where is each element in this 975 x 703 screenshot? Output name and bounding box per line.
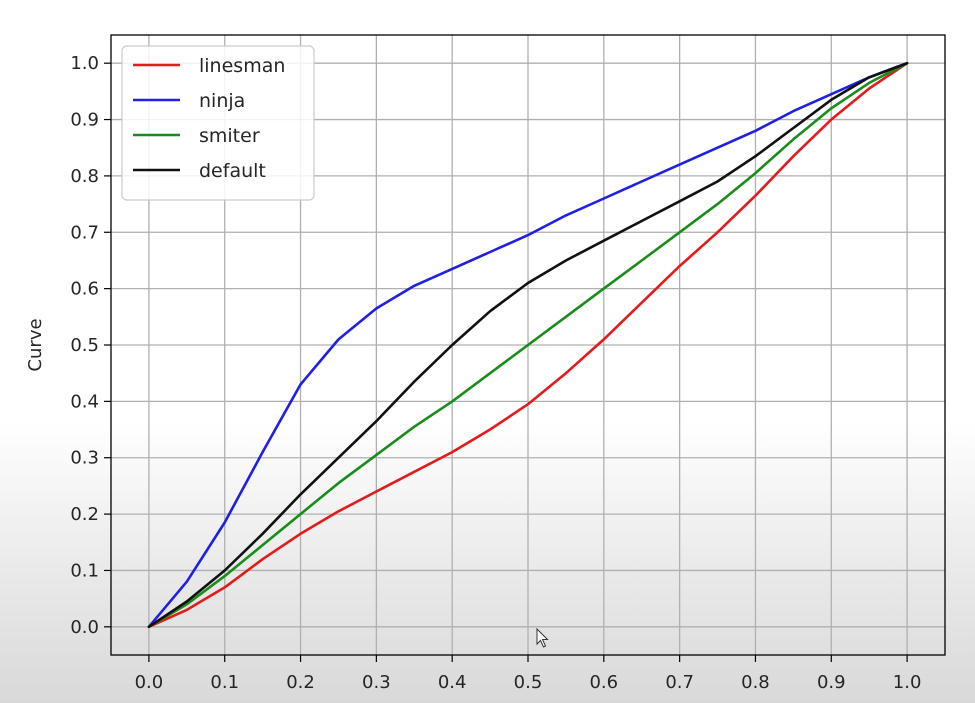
y-tick-label: 0.9 — [70, 110, 99, 131]
legend: linesman ninja smiter default — [121, 45, 315, 201]
x-tick-label: 1.0 — [893, 672, 922, 693]
series-lines — [147, 61, 909, 629]
legend-label-linesman: linesman — [199, 55, 285, 77]
y-tick-label: 0.0 — [70, 617, 99, 638]
y-axis-label: Curve — [25, 318, 46, 371]
x-tick-label: 0.5 — [514, 672, 543, 693]
x-tick-label: 0.6 — [589, 672, 618, 693]
y-tick-label: 0.6 — [70, 279, 99, 300]
series-line-smiter — [147, 61, 909, 629]
x-tick-label: 0.2 — [286, 672, 315, 693]
plot-frame — [110, 34, 946, 656]
x-tick-label: 0.4 — [438, 672, 467, 693]
y-tick-label: 0.5 — [70, 335, 99, 356]
series-line-ninja — [147, 61, 909, 629]
axis-ticks: 0.0 0.1 0.2 0.3 0.4 0.5 0.6 0.7 0.8 0.9 1.0 0.0 0.1 0… — [70, 53, 921, 693]
y-tick-label: 0.1 — [70, 560, 99, 581]
x-tick-label: 0.7 — [665, 672, 694, 693]
y-tick-label: 0.2 — [70, 504, 99, 525]
x-tick-label: 0.0 — [135, 672, 164, 693]
y-tick-label: 0.3 — [70, 448, 99, 469]
y-tick-label: 0.8 — [70, 166, 99, 187]
legend-label-ninja: ninja — [199, 90, 245, 112]
x-tick-label: 0.9 — [817, 672, 846, 693]
x-tick-label: 0.3 — [362, 672, 391, 693]
series-line-default — [147, 61, 909, 629]
x-tick-label: 0.8 — [741, 672, 770, 693]
y-tick-label: 0.4 — [70, 391, 99, 412]
legend-label-default: default — [199, 160, 266, 182]
grid — [111, 35, 945, 655]
x-tick-label: 0.1 — [210, 672, 239, 693]
legend-box — [121, 45, 315, 201]
y-tick-label: 0.7 — [70, 222, 99, 243]
y-tick-label: 1.0 — [70, 53, 99, 74]
series-line-linesman — [147, 61, 909, 629]
mouse-pointer-icon — [536, 628, 549, 648]
legend-label-smiter: smiter — [199, 125, 260, 147]
